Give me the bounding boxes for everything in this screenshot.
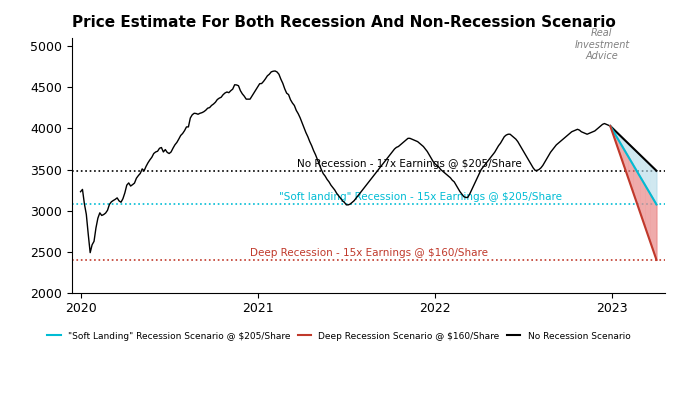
Text: Real
Investment
Advice: Real Investment Advice xyxy=(575,28,629,61)
Legend: "Soft Landing" Recession Scenario @ $205/Share, Deep Recession Scenario @ $160/S: "Soft Landing" Recession Scenario @ $205… xyxy=(44,328,634,344)
Text: No Recession - 17x Earnings @ $205/Share: No Recession - 17x Earnings @ $205/Share xyxy=(298,159,522,169)
Text: Deep Recession - 15x Earnings @ $160/Share: Deep Recession - 15x Earnings @ $160/Sha… xyxy=(250,248,488,258)
Text: Price Estimate For Both Recession And Non-Recession Scenario: Price Estimate For Both Recession And No… xyxy=(72,15,616,30)
Text: "Soft landing" Recession - 15x Earnings @ $205/Share: "Soft landing" Recession - 15x Earnings … xyxy=(280,192,562,202)
